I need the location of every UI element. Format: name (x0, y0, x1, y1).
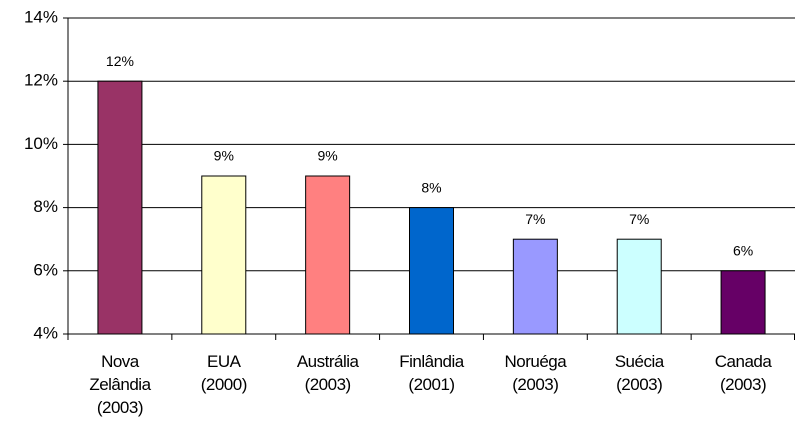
x-tick-label: Austrália (2003) (296, 352, 359, 394)
bar (305, 175, 351, 335)
y-tick-label: 4% (33, 323, 58, 342)
bar (409, 207, 454, 335)
value-label: 8% (421, 179, 441, 195)
y-tick-label: 14% (24, 7, 58, 26)
value-label: 7% (629, 211, 649, 227)
x-tick-label: Noruéga (2003) (504, 352, 567, 394)
y-tick-label: 12% (24, 71, 58, 90)
x-tick-label: Finlândia (2001) (399, 352, 464, 394)
value-label: 7% (525, 211, 545, 227)
y-tick-label: 8% (33, 197, 58, 216)
y-tick-label: 10% (24, 134, 58, 153)
x-tick-label: Nova Zelândia (2003) (89, 352, 151, 417)
value-label: 6% (733, 243, 753, 259)
y-tick-label: 6% (33, 260, 58, 279)
x-tick-label: EUA (2000) (200, 352, 248, 394)
bar (512, 238, 558, 335)
bar (720, 270, 766, 335)
x-tick-label: Canada (2003) (714, 352, 772, 394)
bar (97, 80, 143, 335)
bar (201, 175, 247, 335)
bar (616, 238, 662, 335)
x-tick-label: Suécia (2003) (614, 352, 664, 394)
value-label: 9% (214, 148, 234, 164)
value-label: 9% (318, 148, 338, 164)
value-label: 12% (106, 53, 134, 69)
